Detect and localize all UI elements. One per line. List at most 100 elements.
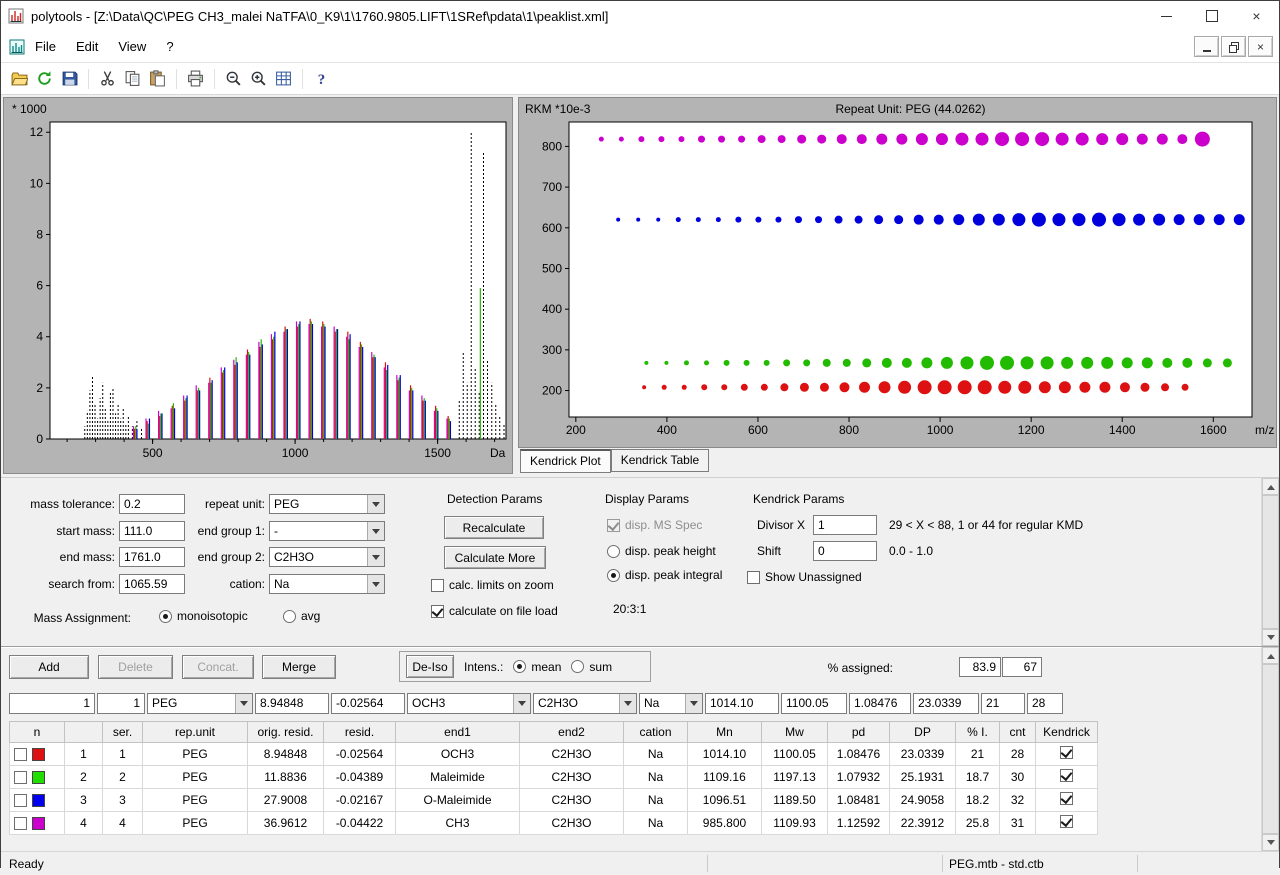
shift-input[interactable]: 0 (813, 541, 877, 561)
copy-button[interactable] (120, 66, 145, 91)
minimize-button[interactable] (1144, 1, 1189, 31)
scroll-up-button[interactable] (1262, 647, 1279, 664)
column-header[interactable]: orig. resid. (248, 722, 324, 743)
column-header[interactable]: % I. (956, 722, 1000, 743)
add-button[interactable]: Add (9, 655, 89, 679)
checkbox-icon[interactable] (747, 571, 760, 584)
kendrick-plot-chart[interactable]: 2003004005006007008002004006008001000120… (519, 98, 1278, 447)
edit-dropdown[interactable]: OCH3 (407, 693, 531, 714)
radio-icon[interactable] (571, 660, 584, 673)
results-scrollbar[interactable] (1261, 647, 1279, 851)
edit-dropdown[interactable]: Na (639, 693, 703, 714)
checkbox-icon[interactable] (431, 579, 444, 592)
menu-help[interactable]: ? (156, 39, 183, 54)
peak-table-button[interactable] (271, 66, 296, 91)
radio-icon[interactable] (283, 610, 296, 623)
scrollbar-thumb[interactable] (1262, 664, 1279, 834)
kendrick-checkbox[interactable] (1060, 815, 1073, 828)
merge-button[interactable]: Merge (262, 655, 336, 679)
row-checkbox[interactable] (14, 748, 27, 761)
save-button[interactable] (57, 66, 82, 91)
radio-icon[interactable] (607, 545, 620, 558)
paste-button[interactable] (145, 66, 170, 91)
kendrick-checkbox[interactable] (1060, 746, 1073, 759)
column-header[interactable] (65, 722, 103, 743)
scrollbar-thumb[interactable] (1262, 495, 1279, 629)
scroll-up-button[interactable] (1262, 478, 1279, 495)
table-row[interactable]: 33PEG27.9008-0.02167O-MaleimideC2H3ONa10… (10, 789, 1098, 812)
edit-field[interactable]: 23.0339 (913, 693, 979, 714)
chevron-down-icon[interactable] (367, 548, 384, 566)
column-header[interactable]: n (10, 722, 65, 743)
radio-icon[interactable] (159, 610, 172, 623)
column-header[interactable]: end2 (520, 722, 624, 743)
help-button[interactable]: ? (309, 66, 334, 91)
edit-field[interactable]: 1 (97, 693, 145, 714)
checkbox-icon[interactable] (431, 605, 444, 618)
edit-field[interactable]: 28 (1027, 693, 1063, 714)
column-header[interactable]: Kendrick (1036, 722, 1098, 743)
disp-peak-integral-radio[interactable]: disp. peak integral (607, 568, 722, 582)
mdi-close-button[interactable]: × (1248, 36, 1273, 57)
tab-kendrick-plot[interactable]: Kendrick Plot (520, 449, 611, 473)
table-row[interactable]: 22PEG11.8836-0.04389MaleimideC2H3ONa1109… (10, 766, 1098, 789)
row-checkbox[interactable] (14, 771, 27, 784)
divisor-input[interactable]: 1 (813, 515, 877, 535)
calc-limits-checkbox[interactable]: calc. limits on zoom (431, 578, 554, 592)
chevron-down-icon[interactable] (367, 575, 384, 593)
calculate-more-button[interactable]: Calculate More (444, 546, 546, 569)
intens-sum-radio[interactable]: sum (571, 660, 612, 674)
concat-button[interactable]: Concat. (182, 655, 254, 679)
scroll-down-button[interactable] (1262, 834, 1279, 851)
edit-field[interactable]: 1.08476 (849, 693, 911, 714)
zoom-in-button[interactable] (246, 66, 271, 91)
chevron-down-icon[interactable] (513, 694, 530, 713)
table-row[interactable]: 44PEG36.9612-0.04422CH3C2H3ONa985.800110… (10, 812, 1098, 835)
menu-edit[interactable]: Edit (66, 39, 108, 54)
edit-field[interactable]: 21 (981, 693, 1025, 714)
edit-dropdown[interactable]: C2H3O (533, 693, 637, 714)
mdi-restore-button[interactable] (1221, 36, 1246, 57)
edit-field[interactable]: 1 (9, 693, 95, 714)
column-header[interactable]: Mw (762, 722, 828, 743)
column-header[interactable]: pd (828, 722, 890, 743)
edit-field[interactable]: 1014.10 (705, 693, 779, 714)
column-header[interactable]: DP (890, 722, 956, 743)
menu-view[interactable]: View (108, 39, 156, 54)
kendrick-checkbox[interactable] (1060, 792, 1073, 805)
monoisotopic-radio[interactable]: monoisotopic (159, 609, 248, 623)
menu-file[interactable]: File (25, 39, 66, 54)
chevron-down-icon[interactable] (619, 694, 636, 713)
chevron-down-icon[interactable] (367, 495, 384, 513)
kendrick-checkbox[interactable] (1060, 769, 1073, 782)
chevron-down-icon[interactable] (685, 694, 702, 713)
row-checkbox[interactable] (14, 817, 27, 830)
edit-field[interactable]: -0.02564 (331, 693, 405, 714)
end-group-1-select[interactable]: - (269, 521, 385, 541)
deiso-button[interactable]: De-Iso (406, 655, 454, 678)
refresh-button[interactable] (32, 66, 57, 91)
edit-field[interactable]: 1100.05 (781, 693, 847, 714)
recalculate-button[interactable]: Recalculate (444, 516, 544, 539)
cut-button[interactable] (95, 66, 120, 91)
params-scrollbar[interactable] (1261, 478, 1279, 646)
delete-button[interactable]: Delete (98, 655, 173, 679)
mdi-minimize-button[interactable] (1194, 36, 1219, 57)
end-group-2-select[interactable]: C2H3O (269, 547, 385, 567)
column-header[interactable]: end1 (396, 722, 520, 743)
zoom-out-button[interactable] (221, 66, 246, 91)
column-header[interactable]: rep.unit (143, 722, 248, 743)
edit-field[interactable]: 8.94848 (255, 693, 329, 714)
tab-kendrick-table[interactable]: Kendrick Table (611, 449, 710, 472)
print-button[interactable] (183, 66, 208, 91)
column-header[interactable]: cation (624, 722, 688, 743)
calc-on-load-checkbox[interactable]: calculate on file load (431, 604, 558, 618)
repeat-unit-select[interactable]: PEG (269, 494, 385, 514)
chevron-down-icon[interactable] (367, 522, 384, 540)
row-checkbox[interactable] (14, 794, 27, 807)
maximize-button[interactable] (1189, 1, 1234, 31)
close-button[interactable]: × (1234, 1, 1279, 31)
title-bar[interactable]: polytools - [Z:\Data\QC\PEG CH3_malei Na… (1, 1, 1279, 31)
table-row[interactable]: 11PEG8.94848-0.02564OCH3C2H3ONa1014.1011… (10, 743, 1098, 766)
column-header[interactable]: Mn (688, 722, 762, 743)
